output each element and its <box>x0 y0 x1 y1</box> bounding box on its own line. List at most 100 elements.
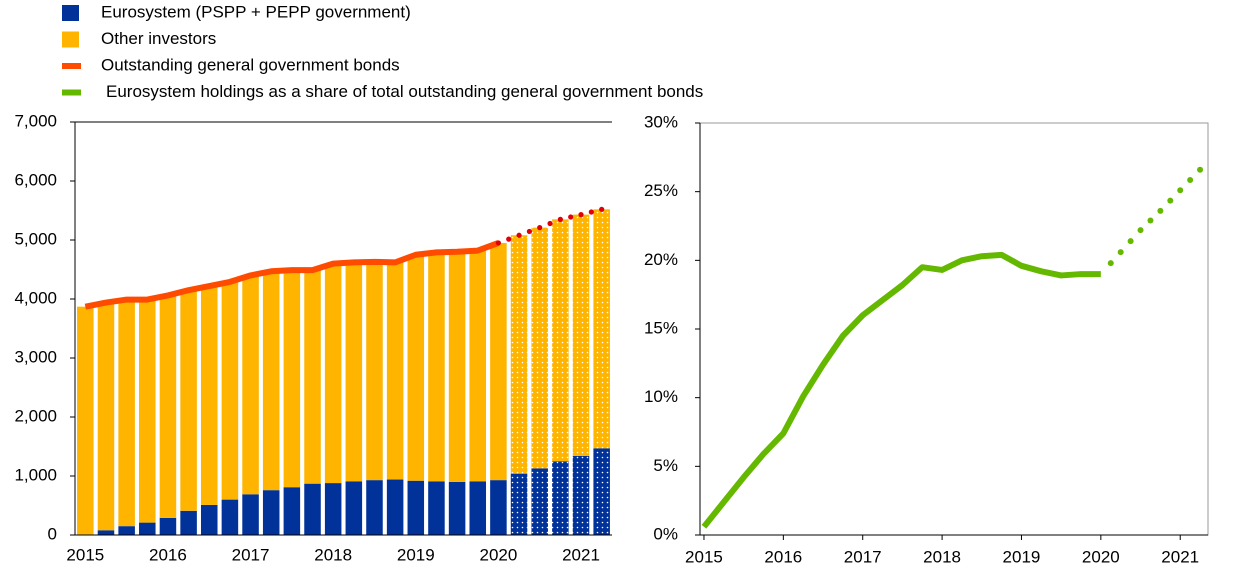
bar-segment <box>324 483 342 535</box>
legend-label: Eurosystem holdings as a share of total … <box>106 82 703 101</box>
bar-segment <box>428 481 445 535</box>
y-tick-label: 5% <box>653 456 678 475</box>
legend-swatch <box>62 5 79 21</box>
bar-segment <box>345 481 363 535</box>
x-tick-label: 2017 <box>844 547 882 566</box>
projection-dot <box>599 206 605 212</box>
projection-dot <box>1137 227 1144 234</box>
projection-dot <box>1147 217 1154 224</box>
x-tick-label: 2015 <box>685 547 723 566</box>
bar-segment <box>386 479 404 535</box>
y-tick-label: 0 <box>48 524 57 543</box>
bar-segment <box>490 480 507 535</box>
bar-segment <box>262 271 280 491</box>
bar-segment <box>366 480 383 535</box>
bar-segment <box>118 526 135 535</box>
bar-segment <box>490 242 507 481</box>
bar-segment <box>572 455 590 535</box>
bar-segment <box>97 530 115 535</box>
projection-dot <box>1167 197 1174 204</box>
projection-dot <box>557 216 563 222</box>
bar-segment <box>180 510 197 535</box>
projection-dot <box>1177 187 1184 194</box>
bar-segment <box>552 219 569 462</box>
bar-segment <box>139 299 156 523</box>
x-tick-label: 2018 <box>923 547 961 566</box>
y-tick-label: 30% <box>644 112 678 131</box>
projection-dot <box>1197 166 1204 173</box>
y-tick-label: 5,000 <box>14 229 57 248</box>
y-tick-label: 6,000 <box>14 170 57 189</box>
projection-dot <box>1127 238 1134 245</box>
y-tick-label: 10% <box>644 387 678 406</box>
bar-segment <box>324 263 342 484</box>
y-tick-label: 20% <box>644 250 678 269</box>
bar-segment <box>572 214 590 456</box>
legend-swatch <box>62 89 81 96</box>
projection-dot <box>516 232 522 238</box>
projection-dot <box>495 240 502 246</box>
bar-segment <box>386 262 404 480</box>
projection-dot <box>1187 176 1194 183</box>
line-series <box>84 240 500 310</box>
projection-dot <box>578 212 584 218</box>
bar-segment <box>159 517 177 535</box>
projection-dot <box>526 228 532 235</box>
bar-segment <box>407 254 425 481</box>
legend-label: Other investors <box>101 29 216 48</box>
bar-segment <box>345 262 363 482</box>
bar-segment <box>510 473 528 535</box>
bar-segment <box>407 480 425 535</box>
y-tick-label: 3,000 <box>14 347 57 366</box>
projection-dot <box>1117 249 1124 256</box>
bar-segment <box>77 306 94 535</box>
x-tick-label: 2020 <box>479 545 517 564</box>
projection-dot <box>1107 260 1114 267</box>
bar-segment <box>531 227 548 469</box>
projection-dot <box>547 220 553 227</box>
x-tick-label: 2018 <box>314 545 352 564</box>
x-tick-label: 2020 <box>1082 547 1120 566</box>
y-tick-label: 4,000 <box>14 288 57 307</box>
projection-dot <box>537 225 543 231</box>
bar-segment <box>221 499 239 535</box>
bar-segment <box>448 481 466 535</box>
y-tick-label: 25% <box>644 181 678 200</box>
bar-segment <box>283 270 301 488</box>
legend-label: Outstanding general government bonds <box>101 55 400 74</box>
bar-segment <box>159 295 177 518</box>
legend-swatch <box>62 31 79 48</box>
x-tick-label: 2019 <box>397 545 435 564</box>
bar-segment <box>469 481 487 535</box>
x-tick-label: 2016 <box>764 547 802 566</box>
bar-segment <box>139 522 156 535</box>
x-tick-label: 2021 <box>1161 547 1199 566</box>
projection-dot <box>506 236 512 242</box>
line-series <box>701 251 1101 529</box>
projection-dot <box>1157 207 1164 214</box>
bar-segment <box>200 286 218 505</box>
x-tick-label: 2016 <box>149 545 187 564</box>
bar-segment <box>448 251 466 482</box>
projection-dot <box>588 209 594 215</box>
legend-swatch <box>62 63 81 69</box>
bar-segment <box>366 261 383 481</box>
x-tick-label: 2019 <box>1003 547 1041 566</box>
bar-segment <box>200 504 218 535</box>
x-tick-label: 2021 <box>562 545 600 564</box>
y-tick-label: 2,000 <box>14 406 57 425</box>
bar-segment <box>262 490 280 535</box>
bar-segment <box>221 281 239 500</box>
plot-frame <box>699 122 1209 536</box>
bar-segment <box>97 302 115 531</box>
bar-segment <box>242 275 259 495</box>
bar-segment <box>593 448 610 535</box>
y-tick-label: 0% <box>653 524 678 543</box>
x-tick-label: 2015 <box>66 545 104 564</box>
x-tick-label: 2017 <box>232 545 270 564</box>
y-tick-label: 15% <box>644 318 678 337</box>
bar-segment <box>469 250 487 482</box>
bar-segment <box>593 209 610 449</box>
y-tick-label: 1,000 <box>14 465 57 484</box>
